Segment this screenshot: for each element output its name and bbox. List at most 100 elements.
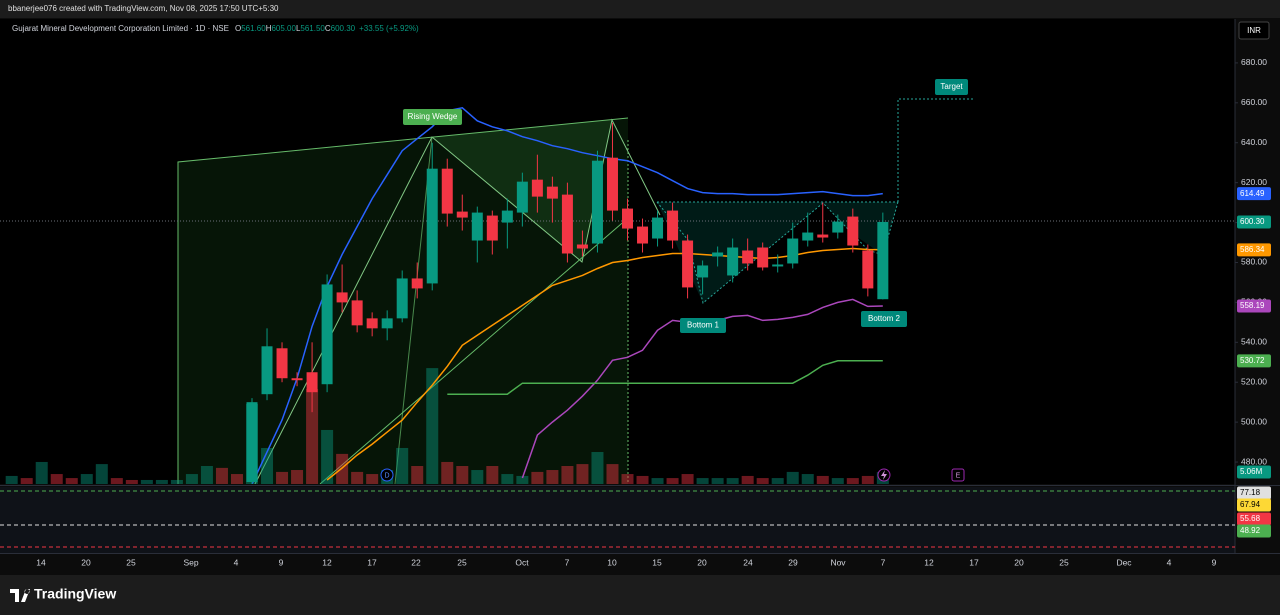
lightning-icon xyxy=(881,470,887,480)
price-badge xyxy=(1237,215,1271,229)
candle-body xyxy=(561,194,573,254)
candle-body xyxy=(486,215,498,241)
x-tick-label: 17 xyxy=(969,557,979,567)
volume-bar xyxy=(155,479,168,484)
candle-body xyxy=(366,318,378,329)
candle-body xyxy=(682,240,694,288)
price-badge xyxy=(1237,498,1271,512)
candle-body xyxy=(321,284,333,385)
brand[interactable]: TradingView xyxy=(34,586,116,602)
annotation-box[interactable] xyxy=(935,79,968,95)
candle-body xyxy=(246,402,258,483)
volume-bar xyxy=(125,479,138,484)
volume-bar xyxy=(321,429,334,484)
volume-bar xyxy=(756,478,769,484)
x-tick-label: 7 xyxy=(881,557,886,567)
event-label: E xyxy=(956,472,961,479)
volume-bar xyxy=(50,474,63,484)
x-tick-label: 14 xyxy=(36,557,46,567)
annotation-box[interactable] xyxy=(680,318,726,333)
time-axis: 14 20 25 Sep 4 9 12 17 22 25 Oct 7 10 15 20 24 29 Nov 7 12 1… xyxy=(36,557,1216,567)
candle-body xyxy=(306,372,318,393)
x-tick-label: 22 xyxy=(411,557,421,567)
candle-body xyxy=(291,378,303,381)
currency: INR xyxy=(1247,26,1261,35)
price-badge xyxy=(1237,465,1271,479)
volume-bar xyxy=(426,368,439,484)
legend-text: O xyxy=(235,24,241,33)
annotation: Target xyxy=(940,82,963,91)
legend-text: 605.00 xyxy=(271,24,296,33)
volume-bar xyxy=(200,465,213,484)
x-tick-label: 9 xyxy=(1212,557,1217,567)
candle-body xyxy=(576,244,588,249)
volume-bar xyxy=(140,479,153,484)
x-tick-label: 10 xyxy=(607,557,617,567)
x-tick-label: Oct xyxy=(515,557,529,567)
badge-label: 5.06M xyxy=(1240,467,1263,476)
candle-body xyxy=(426,168,438,284)
annotation-box[interactable] xyxy=(861,311,907,327)
volume-bar xyxy=(801,474,814,484)
price-badge xyxy=(1237,299,1271,313)
volume-bar xyxy=(726,478,739,484)
candle-body xyxy=(276,348,288,379)
y-tick-label: 660.00 xyxy=(1241,97,1267,107)
candle-body xyxy=(637,226,649,244)
wedge-top xyxy=(177,117,629,484)
volume-bar xyxy=(471,470,484,484)
annotation-box[interactable] xyxy=(403,109,462,125)
footer xyxy=(0,575,1280,615)
candle-body xyxy=(787,238,799,264)
x-tick-label: 7 xyxy=(565,557,570,567)
oscillator xyxy=(0,490,1235,548)
currency-box[interactable] xyxy=(1238,21,1270,40)
price-badge xyxy=(1237,187,1271,201)
top-bar xyxy=(0,0,1280,18)
x-tick-label: 25 xyxy=(457,557,467,567)
indicator-line xyxy=(447,360,883,395)
header-text: bbanerjee076 created with TradingView.co… xyxy=(8,4,279,13)
y-tick-label: 520.00 xyxy=(1241,376,1267,386)
volume-bar xyxy=(411,465,424,484)
volume-bar xyxy=(170,479,183,484)
event-marker[interactable] xyxy=(951,468,965,482)
volume-bar xyxy=(786,471,799,484)
volume-bar xyxy=(486,465,499,484)
badge-label: 586.34 xyxy=(1240,245,1265,254)
event-marker[interactable] xyxy=(380,468,394,482)
candle-body xyxy=(817,234,829,238)
volume-bar xyxy=(95,464,108,484)
volume-bar xyxy=(771,478,784,484)
candle-body xyxy=(441,168,453,214)
legend-text: L xyxy=(296,24,301,33)
badge-label: 67.94 xyxy=(1240,500,1261,509)
annotation: Rising Wedge xyxy=(408,112,458,121)
volume-bar xyxy=(636,475,649,484)
x-tick-label: 24 xyxy=(743,557,753,567)
x-tick-label: 12 xyxy=(322,557,332,567)
legend-text: H xyxy=(266,24,272,33)
wedge-zigzag xyxy=(254,118,661,484)
x-tick-label: 25 xyxy=(126,557,136,567)
x-tick-label: 15 xyxy=(652,557,662,567)
legend-text: Gujarat Mineral Development Corporation … xyxy=(12,24,229,33)
oscillator-pane xyxy=(0,487,1235,553)
y-tick-label: 580.00 xyxy=(1241,257,1267,267)
logo[interactable] xyxy=(10,589,30,602)
candle-body xyxy=(847,216,859,246)
badge-label: 77.18 xyxy=(1240,488,1261,497)
bottom-shade xyxy=(657,202,898,303)
badge-label: 48.92 xyxy=(1240,526,1261,535)
candle-body xyxy=(832,221,844,233)
volume-bar xyxy=(65,478,78,484)
volume-bar xyxy=(456,465,469,484)
legend-text: 600.30 xyxy=(331,24,356,33)
x-tick-label: Nov xyxy=(830,557,846,567)
volume-bar xyxy=(5,475,18,484)
candle-body xyxy=(351,300,363,326)
wedge-line xyxy=(394,136,433,484)
candle-body xyxy=(591,160,603,244)
